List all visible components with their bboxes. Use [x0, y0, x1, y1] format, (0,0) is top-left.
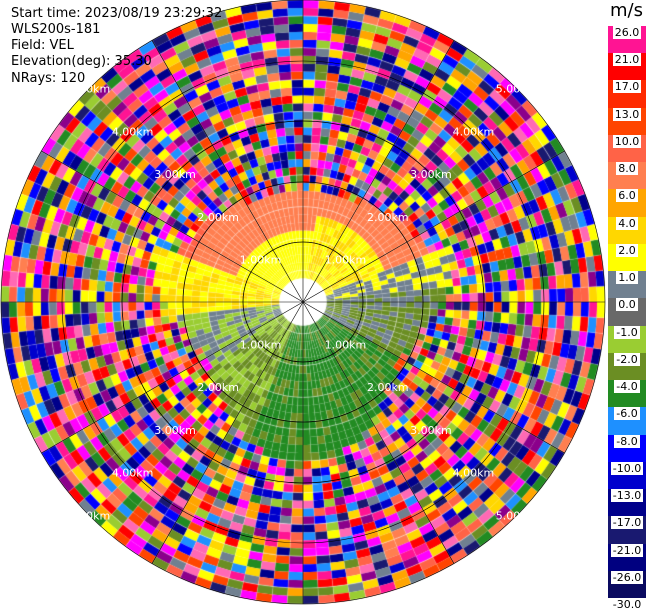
- range-ring-label: 4.00km: [453, 126, 495, 139]
- range-ring-label: 1.00km: [325, 254, 367, 267]
- colorbar-tick-label: -10.0: [610, 461, 644, 475]
- colorbar-tick-label: -1.0: [614, 325, 640, 339]
- range-ring-label: 2.00km: [367, 381, 409, 394]
- azimuth-spoke: [302, 301, 455, 564]
- range-ring-label: 4.00km: [112, 466, 154, 479]
- nrays-text: NRays: 120: [11, 71, 86, 86]
- colorbar-tick-label: -4.0: [614, 380, 640, 394]
- colorbar-tick-label: -30.0: [610, 598, 644, 611]
- colorbar: 26.0 21.0 17.0 13.0 10.0 8.0 6.0 4.0 2.0 1.0 0.0 -1…: [608, 26, 646, 611]
- elevation-text: Elevation(deg): 35.30: [11, 54, 152, 69]
- colorbar-unit-label: m/s: [610, 0, 643, 21]
- range-ring-label: 3.00km: [410, 424, 452, 437]
- colorbar-tick-label: 0.0: [616, 298, 638, 312]
- azimuth-spoke: [302, 40, 455, 303]
- azimuth-spoke: [151, 301, 304, 564]
- instrument-name-text: WLS200s-181: [11, 22, 101, 37]
- colorbar-tick-label: -6.0: [614, 407, 640, 421]
- colorbar-tick-label: -21.0: [610, 543, 644, 557]
- range-ring-label: 5.00km: [69, 82, 111, 95]
- range-ring-label: 3.00km: [410, 168, 452, 181]
- colorbar-tick-label: 13.0: [612, 107, 642, 121]
- range-ring-label: 3.00km: [154, 424, 196, 437]
- range-ring-label: 1.00km: [240, 338, 282, 351]
- colorbar-tick-label: 26.0: [612, 26, 642, 39]
- field-text: Field: VEL: [11, 38, 74, 53]
- colorbar-tick-label: -17.0: [610, 516, 644, 530]
- colorbar-tick-label: 2.0: [616, 243, 638, 257]
- colorbar-tick-label: 21.0: [612, 53, 642, 67]
- colorbar-tick-label: -26.0: [610, 570, 644, 584]
- range-ring-label: 5.00km: [496, 510, 538, 523]
- colorbar-tick-label: -8.0: [614, 434, 640, 448]
- range-ring-label: 2.00km: [197, 211, 239, 224]
- azimuth-spoke: [151, 40, 304, 303]
- colorbar-tick-label: -2.0: [614, 352, 640, 366]
- azimuth-spoke: [302, 150, 565, 303]
- colorbar-tick-label: -13.0: [610, 489, 644, 503]
- colorbar-tick-label: 8.0: [616, 162, 638, 176]
- range-ring-label: 4.00km: [453, 466, 495, 479]
- start-time-text: Start time: 2023/08/19 23:29:32: [11, 6, 223, 21]
- colorbar-tick-label: 1.0: [616, 271, 638, 285]
- azimuth-spoke: [41, 150, 304, 303]
- colorbar-tick-label: 6.0: [616, 189, 638, 203]
- range-ring-label: 2.00km: [197, 381, 239, 394]
- azimuth-spoke: [41, 301, 304, 454]
- range-ring-label: 5.00km: [496, 82, 538, 95]
- colorbar-tick-label: 10.0: [612, 134, 642, 148]
- range-ring-label: 3.00km: [154, 168, 196, 181]
- azimuth-spoke: [302, 301, 565, 454]
- range-ring-label: 4.00km: [112, 126, 154, 139]
- range-ring-label: 2.00km: [367, 211, 409, 224]
- colorbar-tick-label: 4.0: [616, 216, 638, 230]
- range-ring-label: 1.00km: [240, 254, 282, 267]
- range-ring-label: 5.00km: [69, 510, 111, 523]
- colorbar-tick-label: 17.0: [612, 80, 642, 94]
- range-ring-label: 1.00km: [325, 338, 367, 351]
